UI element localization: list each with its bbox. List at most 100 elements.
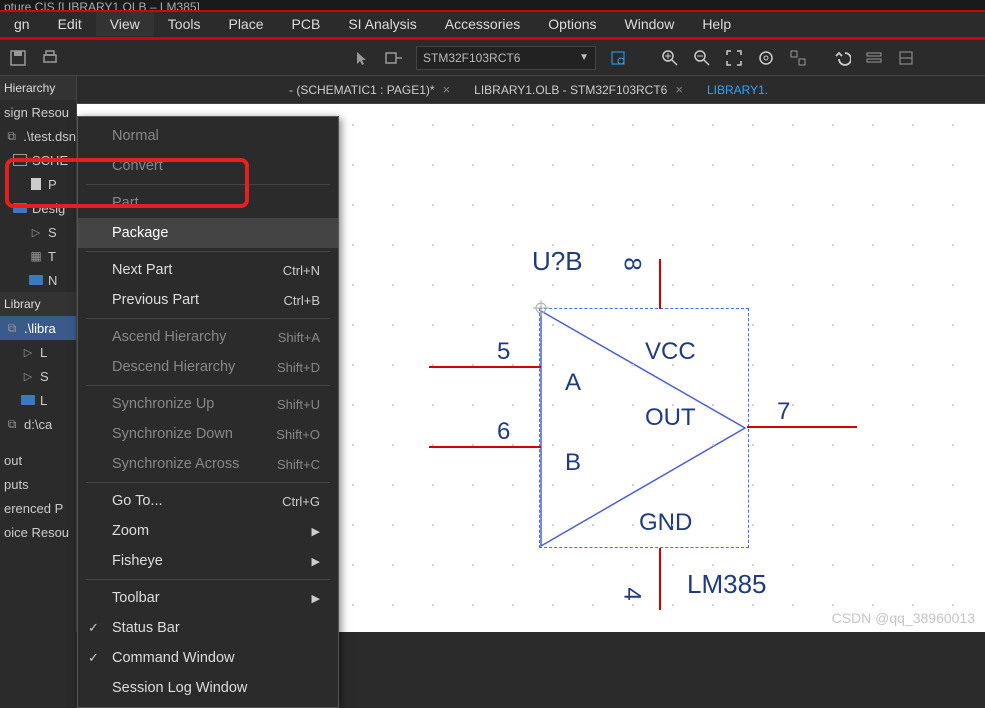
menu-item-ascend-hierarchy: Ascend HierarchyShift+A [78, 322, 338, 352]
part-icon [28, 224, 44, 240]
menu-accessories[interactable]: Accessories [431, 12, 534, 36]
folder-icon [28, 272, 44, 288]
menu-item-status-bar[interactable]: ✓Status Bar [78, 613, 338, 643]
origin-marker-icon [533, 300, 549, 316]
zoom-in-icon[interactable] [656, 44, 684, 72]
sidebar-tab-library[interactable]: Library [0, 292, 76, 316]
component-ref: U?B [532, 246, 583, 277]
part-icon [20, 368, 36, 384]
page-icon [28, 176, 44, 192]
sidebar-tab-hierarchy[interactable]: Hierarchy [0, 76, 76, 100]
sidebar-footer: erenced P [0, 496, 76, 520]
print-icon[interactable] [36, 44, 64, 72]
menu-place[interactable]: Place [214, 12, 277, 36]
folder-icon [20, 392, 36, 408]
menu-window[interactable]: Window [611, 12, 689, 36]
tool-icon-2[interactable] [784, 44, 812, 72]
tree-item[interactable]: Desig [0, 196, 76, 220]
zoom-fit-icon[interactable] [720, 44, 748, 72]
menu-item-synchronize-up: Synchronize UpShift+U [78, 389, 338, 419]
menu-view[interactable]: View [96, 12, 154, 36]
menu-edit[interactable]: Edit [44, 12, 96, 36]
menu-item-session-log-window[interactable]: Session Log Window [78, 673, 338, 703]
pin-name-vcc: VCC [645, 338, 696, 366]
library-icon [4, 320, 20, 336]
part-place-icon[interactable] [380, 44, 408, 72]
sidebar-footer: oice Resou [0, 520, 76, 544]
menu-item-previous-part[interactable]: Previous PartCtrl+B [78, 285, 338, 315]
menu-tools[interactable]: Tools [154, 12, 215, 36]
menu-item-fisheye[interactable]: Fisheye▶ [78, 546, 338, 576]
tree-item[interactable]: .\libra [0, 316, 76, 340]
menu-item-normal: Normal [78, 121, 338, 151]
pin-num-b: 6 [497, 418, 510, 446]
tree-item[interactable]: T [0, 244, 76, 268]
menu-item-descend-hierarchy: Descend HierarchyShift+D [78, 352, 338, 382]
save-icon[interactable] [4, 44, 32, 72]
tab-library[interactable]: LIBRARY1. [695, 76, 780, 104]
schematic-icon [12, 152, 28, 168]
pin-num-a: 5 [497, 338, 510, 366]
menu-item-package[interactable]: Package [78, 218, 338, 248]
menu-options[interactable]: Options [534, 12, 610, 36]
tab-schematic[interactable]: - (SCHEMATIC1 : PAGE1)*× [277, 76, 462, 104]
menu-pcb[interactable]: PCB [278, 12, 335, 36]
table-icon [28, 248, 44, 264]
tree-item[interactable]: L [0, 340, 76, 364]
pin-line-out [747, 426, 857, 428]
zoom-area-icon[interactable] [752, 44, 780, 72]
library-icon [4, 416, 20, 432]
part-icon [20, 344, 36, 360]
menu-item-next-part[interactable]: Next PartCtrl+N [78, 255, 338, 285]
tree-item[interactable]: SCHE [0, 148, 76, 172]
tree-item[interactable]: N [0, 268, 76, 292]
tab-bar: - (SCHEMATIC1 : PAGE1)*× LIBRARY1.OLB - … [77, 76, 985, 104]
menu-item-synchronize-down: Synchronize DownShift+O [78, 419, 338, 449]
menu-si-analysis[interactable]: SI Analysis [334, 12, 430, 36]
sidebar: Hierarchy sign Resou .\test.dsn SCHE P D… [0, 76, 77, 632]
pin-name-out: OUT [645, 404, 696, 432]
tree-item[interactable]: S [0, 220, 76, 244]
pin-name-b: B [565, 449, 581, 477]
tree-item[interactable]: .\test.dsn [0, 124, 76, 148]
sidebar-footer: out [0, 448, 76, 472]
close-icon[interactable]: × [443, 82, 451, 97]
pin-line-vcc [659, 259, 661, 309]
cursor-icon[interactable] [348, 44, 376, 72]
menu-item-command-window[interactable]: ✓Command Window [78, 643, 338, 673]
undo-icon[interactable] [828, 44, 856, 72]
tree-item[interactable]: d:\ca [0, 412, 76, 436]
pin-line-a [429, 366, 541, 368]
pin-num-gnd: 4 [618, 587, 646, 600]
tab-library-part[interactable]: LIBRARY1.OLB - STM32F103RCT6× [462, 76, 695, 104]
pin-line-b [429, 446, 541, 448]
pin-name-gnd: GND [639, 509, 692, 537]
tool-icon-3[interactable] [860, 44, 888, 72]
tree-item[interactable]: sign Resou [0, 100, 76, 124]
toolbar: STM32F103RCT6▼ [0, 40, 985, 76]
menu-item-part: Part [78, 188, 338, 218]
tool-icon-4[interactable] [892, 44, 920, 72]
tree-item[interactable]: L [0, 388, 76, 412]
tree-item[interactable]: S [0, 364, 76, 388]
folder-icon [12, 200, 28, 216]
window-title: pture CIS [LIBRARY1.OLB – LM385] [0, 0, 985, 10]
sidebar-footer: puts [0, 472, 76, 496]
chevron-down-icon: ▼ [579, 52, 589, 63]
zoom-out-icon[interactable] [688, 44, 716, 72]
menu-item-zoom[interactable]: Zoom▶ [78, 516, 338, 546]
part-selector[interactable]: STM32F103RCT6▼ [416, 46, 596, 70]
menu-item-synchronize-across: Synchronize AcrossShift+C [78, 449, 338, 479]
menu-help[interactable]: Help [688, 12, 745, 36]
view-menu-dropdown: NormalConvert PartPackage Next PartCtrl+NP… [77, 116, 339, 708]
tool-icon-1[interactable] [604, 44, 632, 72]
menubar: gn Edit View Tools Place PCB SI Analysis… [0, 10, 985, 40]
menu-item-convert: Convert [78, 151, 338, 181]
design-icon [4, 128, 19, 144]
menu-item-go-to-[interactable]: Go To...Ctrl+G [78, 486, 338, 516]
pin-name-a: A [565, 369, 581, 397]
menu-item-toolbar[interactable]: Toolbar▶ [78, 583, 338, 613]
close-icon[interactable]: × [675, 82, 683, 97]
tree-item[interactable]: P [0, 172, 76, 196]
menu-design[interactable]: gn [0, 12, 44, 36]
